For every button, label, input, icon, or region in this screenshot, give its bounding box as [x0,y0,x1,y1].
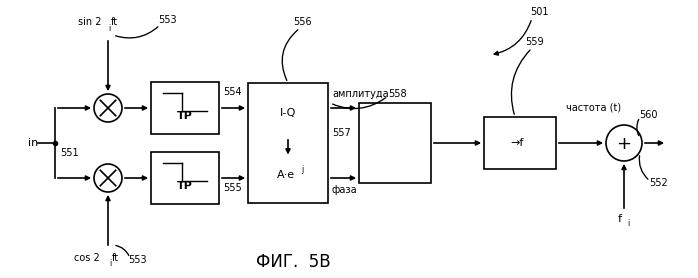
Bar [248,83,328,203]
Text: 556: 556 [293,17,311,27]
Bar [151,152,219,204]
Text: частота (t): частота (t) [566,102,621,112]
Text: 551: 551 [60,148,79,158]
Text: 557: 557 [332,128,351,138]
Text: j: j [301,165,303,174]
Text: 555: 555 [223,183,242,193]
Bar [151,82,219,134]
Text: фаза: фаза [332,185,357,195]
Text: A·e: A·e [277,170,295,180]
Bar [484,117,556,169]
Text: f: f [618,214,622,224]
Text: 558: 558 [388,89,407,99]
Text: sin 2: sin 2 [78,17,101,27]
Text: ФИГ.  5В: ФИГ. 5В [256,253,330,271]
Text: →f: →f [510,138,524,148]
Bar [359,103,431,183]
Text: i: i [109,259,111,269]
Text: 553: 553 [158,15,177,25]
Text: 552: 552 [649,178,668,188]
Text: I-Q: I-Q [280,108,296,118]
Text: ТР: ТР [177,111,193,121]
Text: in: in [28,138,38,148]
Text: амплитуда: амплитуда [332,89,389,99]
Text: 553: 553 [128,255,147,265]
Text: 554: 554 [223,87,242,97]
Text: 560: 560 [639,110,658,120]
Text: 559: 559 [525,37,544,47]
Text: i: i [108,24,110,33]
Text: ft: ft [112,253,119,263]
Text: ft: ft [111,17,118,27]
Text: +: + [616,135,632,153]
Text: cos 2: cos 2 [74,253,100,263]
Text: 501: 501 [530,7,549,17]
Text: i: i [627,219,630,227]
Text: ТР: ТР [177,181,193,191]
